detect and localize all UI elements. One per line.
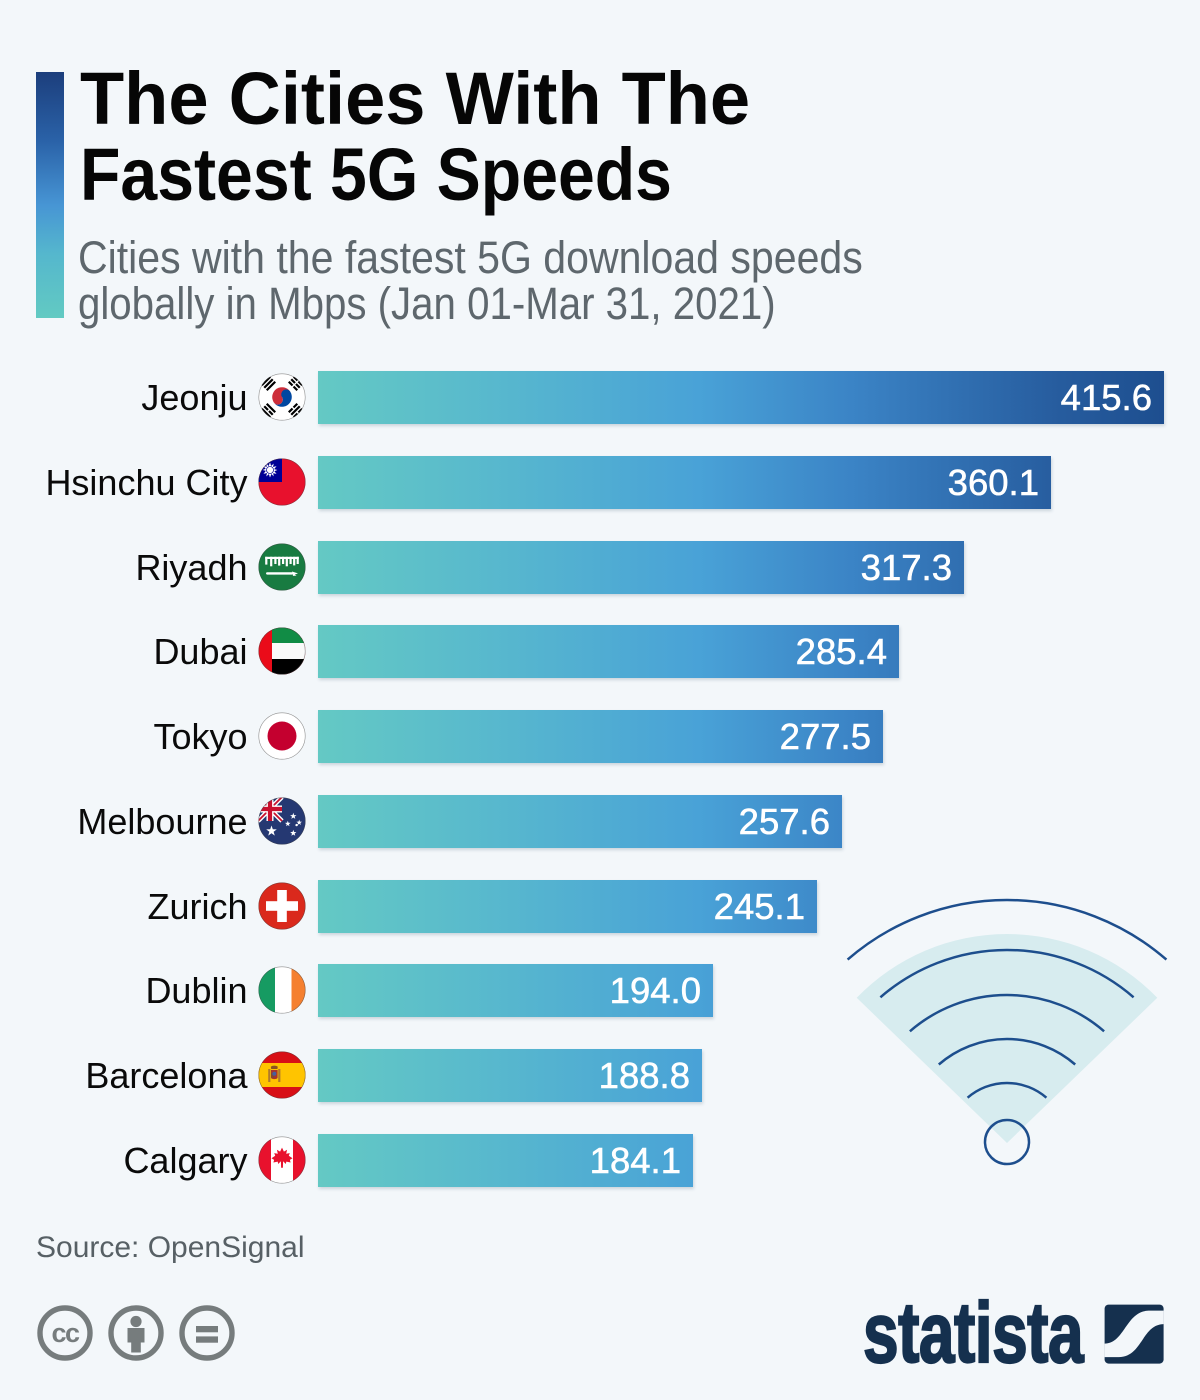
svg-text:cc: cc [51,1318,80,1348]
svg-text:statista: statista [863,1285,1085,1375]
